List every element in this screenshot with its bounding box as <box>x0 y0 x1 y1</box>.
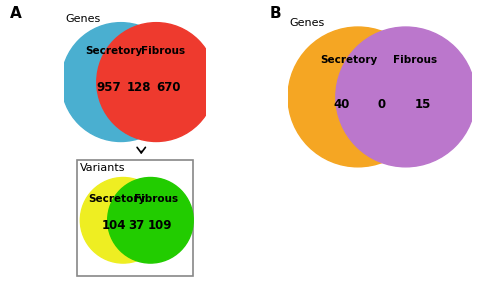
Text: 670: 670 <box>156 81 181 94</box>
Circle shape <box>62 23 180 142</box>
Text: 109: 109 <box>148 218 172 231</box>
Text: 15: 15 <box>414 98 430 111</box>
Circle shape <box>108 177 193 263</box>
FancyBboxPatch shape <box>77 160 193 276</box>
Text: B: B <box>270 6 281 21</box>
Text: 104: 104 <box>102 218 126 231</box>
Text: 957: 957 <box>96 81 121 94</box>
Text: 128: 128 <box>126 81 151 94</box>
Text: Fibrous: Fibrous <box>393 55 437 65</box>
Circle shape <box>336 27 475 167</box>
Text: Fibrous: Fibrous <box>141 46 186 56</box>
Text: A: A <box>10 6 22 21</box>
Circle shape <box>97 23 216 142</box>
Text: 37: 37 <box>128 218 145 231</box>
Circle shape <box>80 177 166 263</box>
Text: Genes: Genes <box>290 18 325 28</box>
Text: Fibrous: Fibrous <box>134 194 178 204</box>
Text: Genes: Genes <box>66 14 101 24</box>
Text: Secretory: Secretory <box>320 55 378 65</box>
Text: Variants: Variants <box>80 163 126 173</box>
Text: 0: 0 <box>378 98 386 111</box>
Text: Secretory: Secretory <box>88 194 146 204</box>
Text: 40: 40 <box>333 98 349 111</box>
Circle shape <box>288 27 428 167</box>
Text: Secretory: Secretory <box>85 46 142 56</box>
